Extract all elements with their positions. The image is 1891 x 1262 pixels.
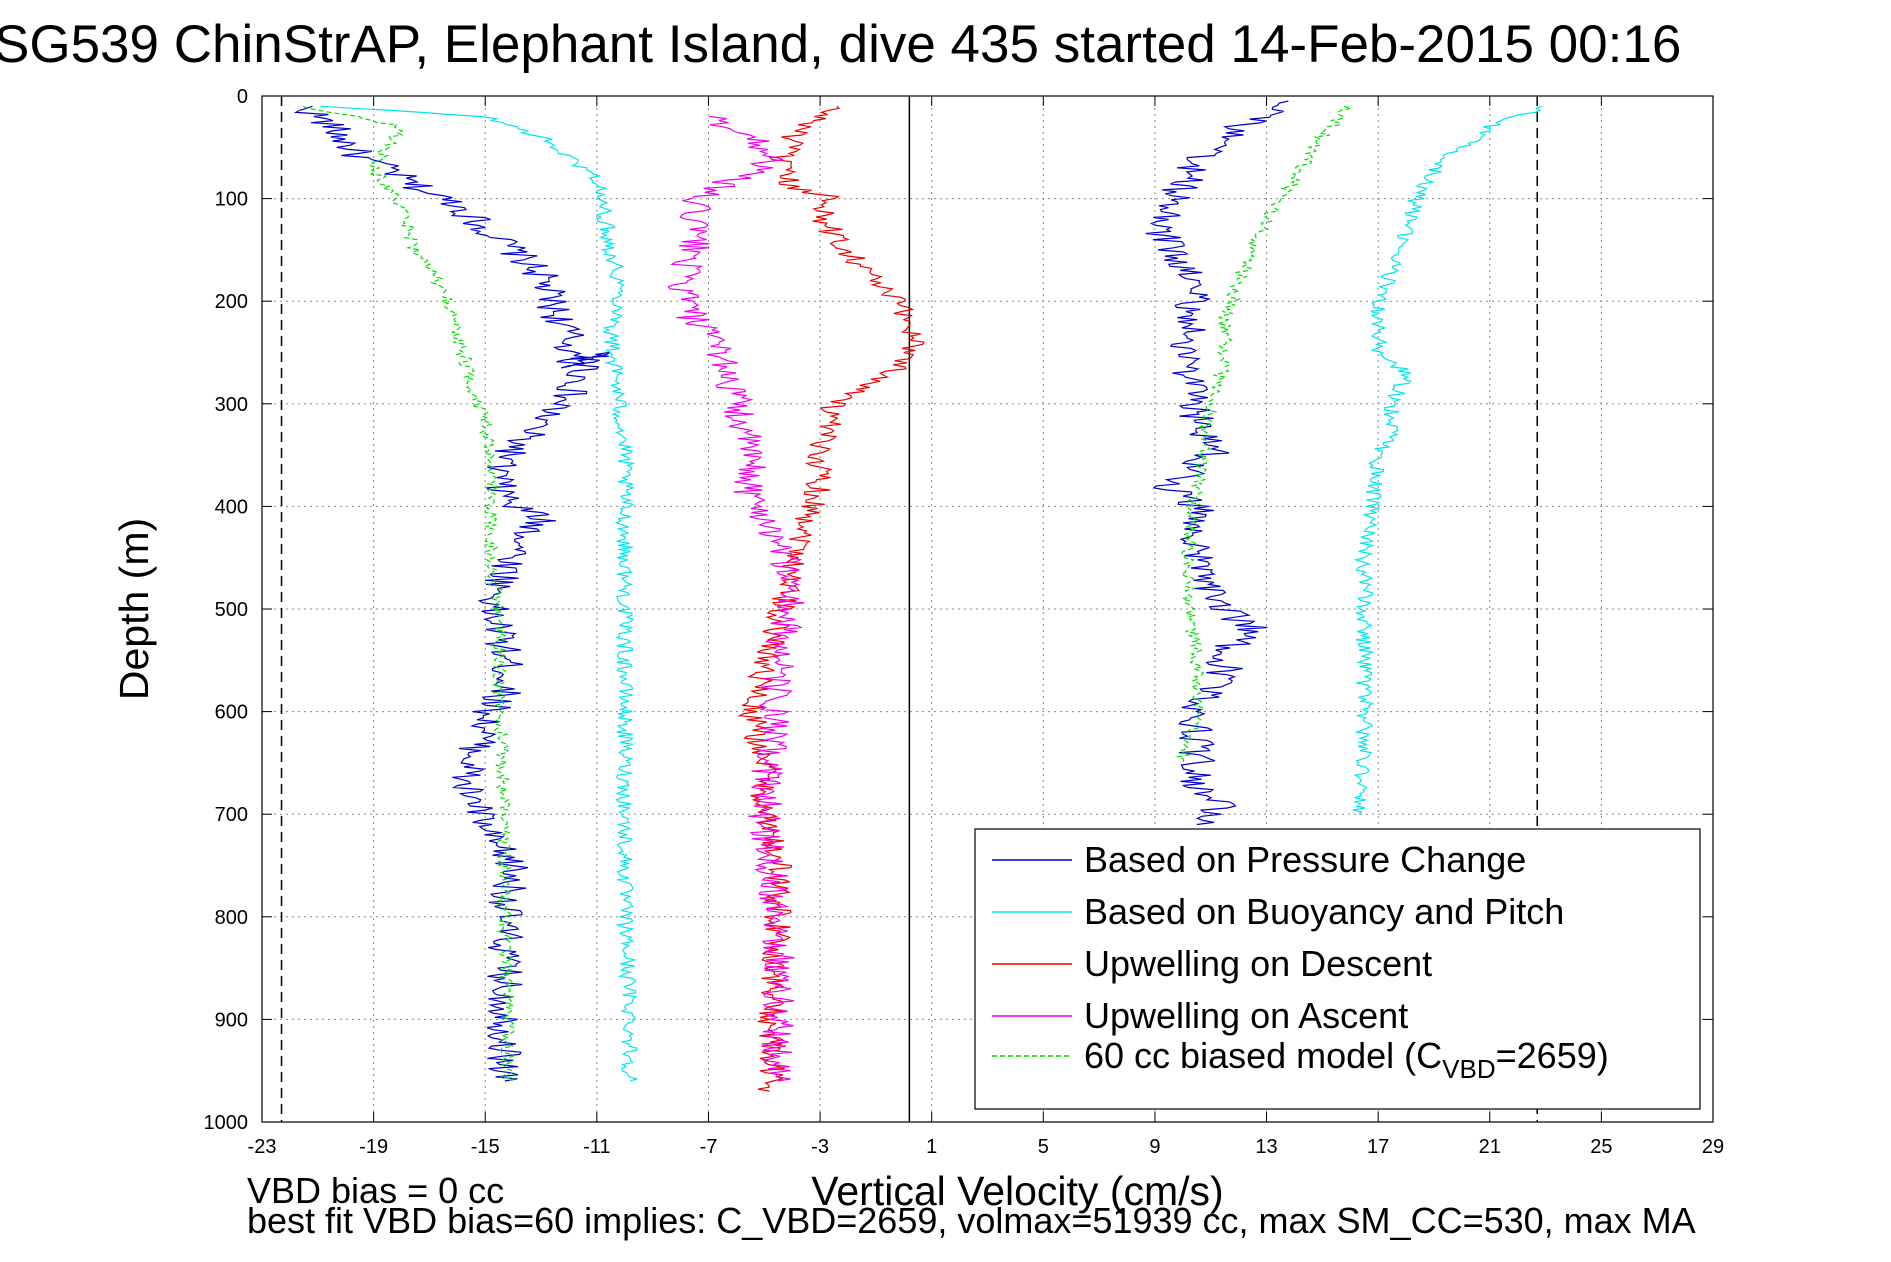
y-tick-label: 800 [215, 907, 248, 929]
y-tick-label: 400 [215, 496, 248, 518]
x-tick-label: 17 [1367, 1136, 1389, 1158]
y-tick-label: 300 [215, 394, 248, 416]
x-tick-label: -3 [811, 1136, 829, 1158]
legend-suffix: =2659) [1496, 1035, 1609, 1076]
x-tick-label: -19 [359, 1136, 388, 1158]
x-tick-label: 5 [1038, 1136, 1049, 1158]
legend-entry-label: Upwelling on Ascent [1084, 995, 1408, 1036]
series-based-on-pressure-change-line [1145, 100, 1289, 826]
legend-entry-label: Based on Pressure Change [1084, 839, 1526, 880]
y-tick-label: 200 [215, 291, 248, 313]
best-fit-note: best fit VBD bias=60 implies: C_VBD=2659… [247, 1200, 1696, 1241]
legend-box [974, 828, 1701, 1110]
series-lines [293, 100, 1542, 1092]
x-tick-label: 29 [1702, 1136, 1724, 1158]
y-tick-label: 100 [215, 189, 248, 211]
series-upwelling-on-ascent-line [667, 115, 805, 1082]
x-tick-label: 13 [1255, 1136, 1277, 1158]
x-tick-label: -7 [700, 1136, 718, 1158]
series-upwelling-on-descent-line [737, 105, 926, 1092]
y-tick-label: 0 [237, 86, 248, 108]
y-axis-label: Depth (m) [111, 518, 157, 700]
x-tick-label: -11 [583, 1136, 610, 1158]
y-tick-label: 700 [215, 804, 248, 826]
legend-entry-label: Upwelling on Descent [1084, 943, 1432, 984]
x-tick-label: 21 [1479, 1136, 1501, 1158]
y-tick-label: 500 [215, 599, 248, 621]
series-60-cc-biased-model-c-vbd-2659-line [302, 105, 517, 1082]
chart-title: SG539 ChinStrAP, Elephant Island, dive 4… [0, 15, 1681, 74]
x-tick-label: -23 [248, 1136, 277, 1158]
x-tick-label: 9 [1149, 1136, 1160, 1158]
y-tick-label: 900 [215, 1009, 248, 1031]
legend-subscript: VBD [1442, 1054, 1495, 1084]
legend: Based on Pressure Change Based on Buoyanc… [974, 828, 1701, 1110]
series-based-on-buoyancy-and-pitch-line [320, 105, 639, 1082]
series-60-cc-biased-model-c-vbd-2659-line [1175, 105, 1352, 764]
legend-entry-label: 60 cc biased model (CVBD=2659) [1084, 1035, 1609, 1084]
vbd-bias-note: VBD bias = 0 cc [247, 1170, 505, 1211]
x-axis-label: Vertical Velocity (cm/s) [811, 1168, 1223, 1214]
x-tick-label: -15 [471, 1136, 500, 1158]
axis-ticks: -23 -19 -15 -11 -7 -3 1 5 9 13 17 21 25 29 0 100 200 300 4… [204, 86, 1725, 1158]
y-tick-label: 600 [215, 702, 248, 724]
x-tick-label: 25 [1590, 1136, 1612, 1158]
series-based-on-buoyancy-and-pitch-line [1352, 105, 1542, 815]
x-tick-label: 1 [926, 1136, 937, 1158]
legend-entry-label: Based on Buoyancy and Pitch [1084, 891, 1564, 932]
series-based-on-pressure-change-line [293, 105, 610, 1082]
y-tick-label: 1000 [204, 1112, 249, 1134]
